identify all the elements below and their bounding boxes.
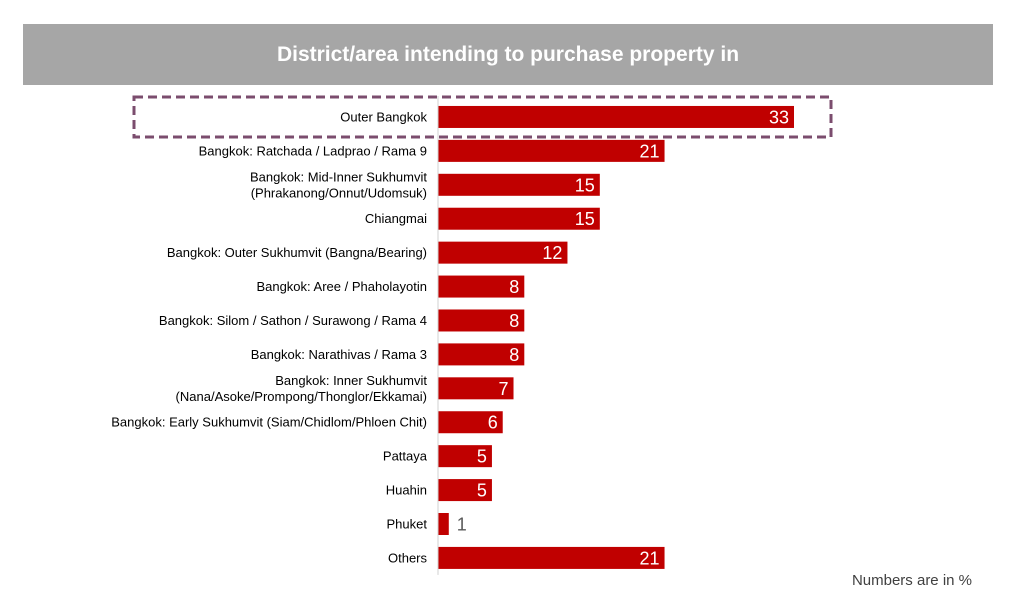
bar-bangkok-outer-sukhumvit-bangna-bearing [438, 241, 568, 264]
value-label-bangkok-narathivas-rama-3: 8 [509, 345, 519, 365]
category-label-bangkok-aree-phaholayotin: Bangkok: Aree / Phaholayotin [256, 279, 427, 294]
value-label-bangkok-ratchada-ladprao-rama-9: 21 [640, 141, 660, 161]
value-label-outer-bangkok: 33 [769, 107, 789, 127]
value-label-bangkok-mid-inner-sukhumvit: 15 [575, 175, 595, 195]
category-label-chiangmai: Chiangmai [365, 211, 427, 226]
category-label-bangkok-silom-sathon-surawong-rama-4: Bangkok: Silom / Sathon / Surawong / Ram… [159, 313, 427, 328]
value-label-chiangmai: 15 [575, 209, 595, 229]
bar-huahin [438, 479, 492, 502]
value-label-pattaya: 5 [477, 447, 487, 467]
bar-chiangmai [438, 207, 600, 230]
bar-others [438, 546, 665, 569]
bar-bangkok-mid-inner-sukhumvit [438, 173, 600, 196]
value-label-others: 21 [640, 548, 660, 568]
bar-bangkok-narathivas-rama-3 [438, 343, 525, 366]
category-label-bangkok-inner-sukhumvit: Bangkok: Inner Sukhumvit (Nana/Asoke/Prom… [176, 373, 428, 404]
value-label-bangkok-inner-sukhumvit: 7 [498, 379, 508, 399]
bar-phuket [438, 513, 449, 535]
bar-bangkok-silom-sathon-surawong-rama-4 [438, 309, 525, 332]
highlight-box [132, 95, 833, 139]
category-label-bangkok-narathivas-rama-3: Bangkok: Narathivas / Rama 3 [251, 347, 427, 362]
category-label-pattaya: Pattaya [383, 449, 428, 464]
bar-pattaya [438, 445, 492, 468]
bar-bangkok-ratchada-ladprao-rama-9 [438, 139, 665, 162]
bar-outer-bangkok [438, 105, 794, 128]
footnote: Numbers are in % [851, 572, 972, 589]
value-label-bangkok-aree-phaholayotin: 8 [509, 277, 519, 297]
category-label-bangkok-mid-inner-sukhumvit: Bangkok: Mid-Inner Sukhumvit (Phrakanong/… [250, 169, 427, 200]
category-label-bangkok-outer-sukhumvit-bangna-bearing: Bangkok: Outer Sukhumvit (Bangna/Bearing… [167, 245, 427, 260]
value-label-huahin: 5 [477, 481, 487, 501]
value-label-bangkok-outer-sukhumvit-bangna-bearing: 12 [542, 243, 562, 263]
category-label-others: Others [388, 550, 428, 565]
bar-bangkok-aree-phaholayotin [438, 275, 525, 298]
chart-title: District/area intending to purchase prop… [276, 42, 740, 66]
value-label-bangkok-silom-sathon-surawong-rama-4: 8 [509, 311, 519, 331]
category-label-phuket: Phuket [387, 517, 428, 532]
bar-bangkok-early-sukhumvit-siam-chidlom-phloen-chit [438, 411, 503, 434]
category-label-bangkok-early-sukhumvit-siam-chidlom-phloen-chit: Bangkok: Early Sukhumvit (Siam/Chidlom/P… [111, 415, 427, 430]
category-label-outer-bangkok: Outer Bangkok [340, 109, 427, 124]
value-label-bangkok-early-sukhumvit-siam-chidlom-phloen-chit: 6 [488, 413, 498, 433]
category-label-huahin: Huahin [386, 483, 427, 498]
chart-title-bar: District/area intending to purchase prop… [23, 24, 993, 85]
category-label-bangkok-ratchada-ladprao-rama-9: Bangkok: Ratchada / Ladprao / Rama 9 [199, 143, 427, 158]
bar-bangkok-inner-sukhumvit [438, 377, 514, 400]
value-label-phuket: 1 [457, 515, 467, 535]
